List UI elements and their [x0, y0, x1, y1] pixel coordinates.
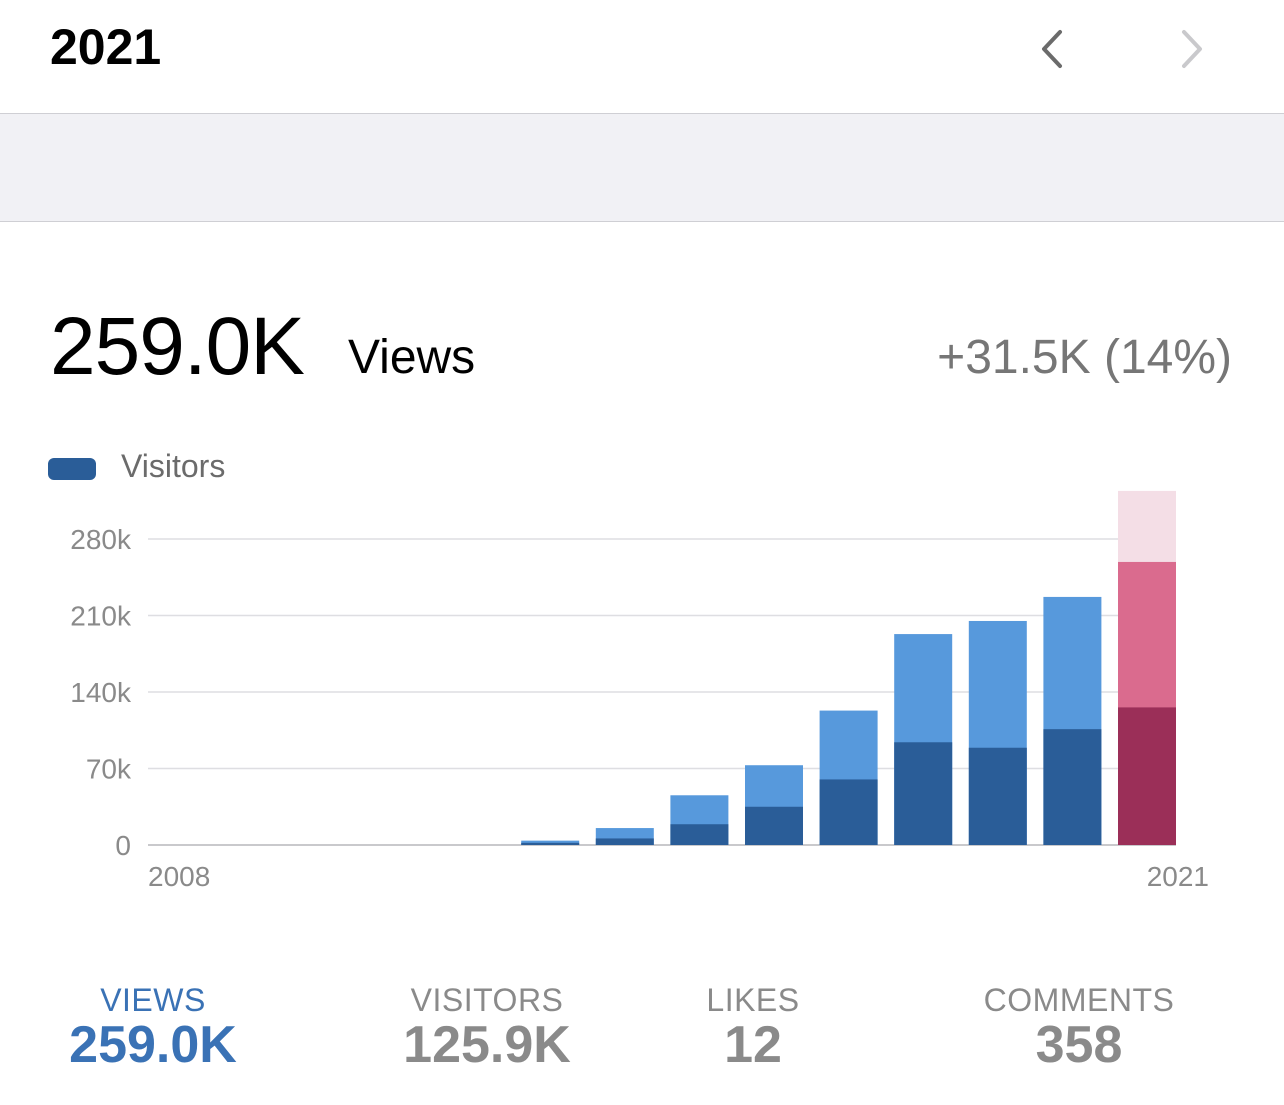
stat-value: 259.0K: [69, 1016, 237, 1074]
y-tick-label: 280k: [70, 524, 132, 555]
x-tick-label: 2021: [1147, 861, 1209, 892]
visitors-bar: [670, 824, 729, 845]
separator-band: [0, 114, 1284, 222]
visitors-bar: [521, 842, 580, 845]
stat-label: LIKES: [706, 982, 800, 1018]
views-change: +31.5K (14%): [937, 331, 1232, 384]
views-bar: [521, 840, 580, 845]
visitors-bar: [968, 747, 1027, 845]
stat-label: COMMENTS: [983, 982, 1175, 1018]
chevron-left-icon: [1042, 30, 1062, 68]
header-bar: 2021: [0, 0, 1284, 114]
visitors-bar: [1118, 707, 1176, 845]
stat-value: 12: [724, 1016, 782, 1074]
legend-label: Visitors: [121, 448, 226, 484]
y-tick-label: 140k: [70, 677, 132, 708]
x-tick-label: 2008: [148, 861, 210, 892]
stat-value: 125.9K: [403, 1016, 571, 1074]
y-tick-label: 210k: [70, 601, 132, 632]
previous-period-button[interactable]: [1028, 24, 1078, 74]
visitors-bar: [745, 806, 803, 845]
stat-likes-tab[interactable]: LIKES 12: [673, 982, 833, 1075]
stat-label: VISITORS: [410, 982, 564, 1018]
y-tick-label: 70k: [86, 754, 132, 785]
stat-views-tab[interactable]: VIEWS 259.0K: [50, 982, 256, 1075]
total-views-value: 259.0K: [50, 301, 305, 392]
legend-swatch: [48, 458, 96, 480]
views-bar-chart: 0 70k 140k 210k 280k 2008 2021: [70, 490, 1209, 892]
visitors-bar: [819, 779, 878, 845]
period-title: 2021: [50, 19, 162, 75]
y-tick-label: 0: [115, 830, 131, 861]
total-views-label: Views: [348, 331, 476, 384]
stat-comments-tab[interactable]: COMMENTS 358: [968, 982, 1190, 1075]
visitors-bar: [1043, 729, 1102, 845]
stat-label: VIEWS: [100, 982, 206, 1018]
stat-value: 358: [1035, 1016, 1123, 1074]
next-period-button[interactable]: [1166, 24, 1216, 74]
visitors-bar: [595, 838, 654, 845]
stat-visitors-tab[interactable]: VISITORS 125.9K: [380, 982, 594, 1075]
visitors-bar: [894, 742, 953, 845]
chevron-right-icon: [1182, 30, 1202, 68]
